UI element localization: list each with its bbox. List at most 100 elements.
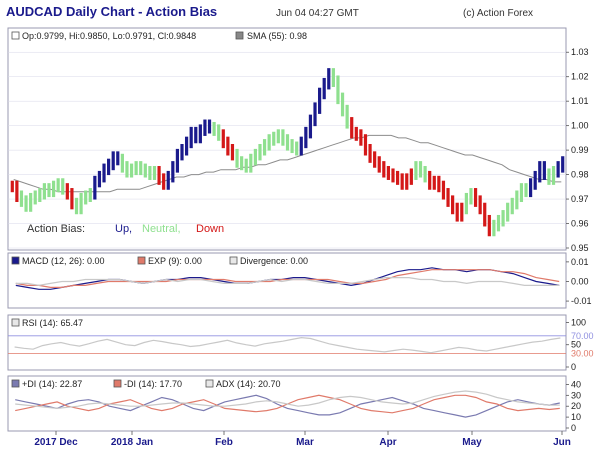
price-bar [290, 139, 294, 154]
sma-line [13, 134, 562, 193]
price-bar [432, 175, 436, 190]
price-bar [561, 156, 565, 173]
x-tick-label: Jun [553, 437, 571, 448]
divergence-legend: Divergence: 0.00 [240, 256, 308, 266]
price-bar [42, 183, 47, 200]
price-tick-label: 0.95 [571, 243, 589, 253]
price-bar [556, 161, 560, 178]
price-tick-label: 0.97 [571, 194, 589, 204]
macd-legend-swatch [11, 256, 20, 265]
price-bar [171, 161, 175, 183]
price-bar [129, 163, 134, 178]
rsi-level-label: 30.00 [571, 349, 594, 359]
price-bar [175, 148, 180, 173]
price-bar [15, 180, 19, 202]
price-bar [38, 188, 42, 202]
price-bar [203, 119, 207, 136]
price-bar [189, 126, 193, 149]
chart-copyright: (c) Action Forex [463, 8, 533, 19]
panel-tick-label: 100 [571, 317, 586, 327]
panel-tick-label: 50 [571, 340, 581, 350]
price-bar [455, 202, 459, 222]
price-bar [184, 136, 189, 156]
action-bias-up: Up, [115, 223, 132, 235]
price-bar [235, 148, 239, 168]
price-bar [134, 161, 138, 176]
price-tick-label: 0.98 [571, 170, 589, 180]
exp-legend-swatch [137, 256, 146, 265]
price-grid [8, 51, 566, 249]
chart-timestamp: Jun 04 04:27 GMT [276, 8, 359, 19]
price-bar [428, 170, 432, 190]
price-bar [318, 87, 322, 114]
rsi-y-axis: 100 50 0 70.00 30.00 [566, 317, 594, 372]
price-bar [125, 161, 129, 178]
price-bar [547, 168, 551, 185]
price-bar [47, 183, 51, 198]
exp-legend: EXP (9): 0.00 [148, 256, 202, 266]
price-bar [226, 136, 230, 156]
price-bar [506, 202, 510, 222]
price-bar [93, 175, 97, 200]
price-bar [304, 126, 308, 149]
price-bar [272, 131, 276, 146]
price-y-axis: 1.03 1.02 1.01 1.00 0.99 0.98 0.97 0.96 0.95 [566, 47, 589, 253]
price-bar [538, 161, 542, 183]
price-bar [542, 161, 546, 180]
price-bar [336, 75, 340, 105]
price-bar [102, 163, 106, 183]
price-bar [157, 166, 161, 185]
price-bar [405, 173, 409, 190]
price-legend-swatch [11, 31, 20, 40]
price-bar [116, 151, 120, 166]
price-legend: Op:0.9799, Hi:0.9850, Lo:0.9791, Cl:0.98… [22, 31, 196, 41]
price-bar [107, 158, 111, 176]
panel-tick-label: 0 [571, 423, 576, 433]
rsi-lines [8, 335, 566, 355]
action-bias-label: Action Bias: [27, 223, 85, 235]
price-bar [368, 144, 372, 163]
panel-tick-label: 0.01 [571, 257, 589, 267]
price-bar [533, 170, 537, 190]
price-bar [19, 190, 24, 207]
price-bar [359, 129, 363, 146]
series-line [15, 269, 560, 288]
price-bar [382, 161, 386, 178]
price-bar [519, 183, 524, 202]
price-bar [244, 158, 248, 173]
price-bar [51, 180, 56, 198]
price-bar [414, 161, 418, 180]
price-bar [418, 161, 423, 178]
action-bias-down: Down [196, 223, 224, 235]
price-bar [152, 166, 157, 180]
minus-di-legend-swatch [113, 379, 122, 388]
price-bar [198, 124, 202, 144]
price-bar [281, 129, 285, 146]
price-bar [331, 68, 335, 87]
panel-tick-label: -0.01 [571, 296, 592, 306]
price-bar [24, 195, 28, 212]
price-bar [212, 121, 216, 136]
price-tick-label: 1.01 [571, 96, 589, 106]
action-bias-neutral: Neutral, [142, 223, 181, 235]
x-tick-label: 2017 Dec [34, 437, 78, 448]
price-tick-label: 0.96 [571, 219, 589, 229]
sma-legend-swatch [235, 31, 244, 40]
series-line [15, 277, 560, 287]
price-bar [469, 188, 473, 205]
price-bar [446, 188, 450, 207]
price-bars [10, 68, 565, 237]
x-tick-label: May [462, 437, 482, 448]
x-tick-label: 2018 Jan [111, 437, 153, 448]
price-bar [88, 188, 92, 202]
price-bar [510, 197, 514, 215]
macd-lines [15, 267, 560, 290]
adx-legend-swatch [205, 379, 214, 388]
price-bar [441, 180, 446, 200]
price-bar [350, 117, 354, 139]
price-bar [61, 178, 65, 195]
price-bar [400, 173, 404, 190]
rsi-legend-swatch [11, 318, 20, 327]
price-bar [340, 92, 345, 117]
